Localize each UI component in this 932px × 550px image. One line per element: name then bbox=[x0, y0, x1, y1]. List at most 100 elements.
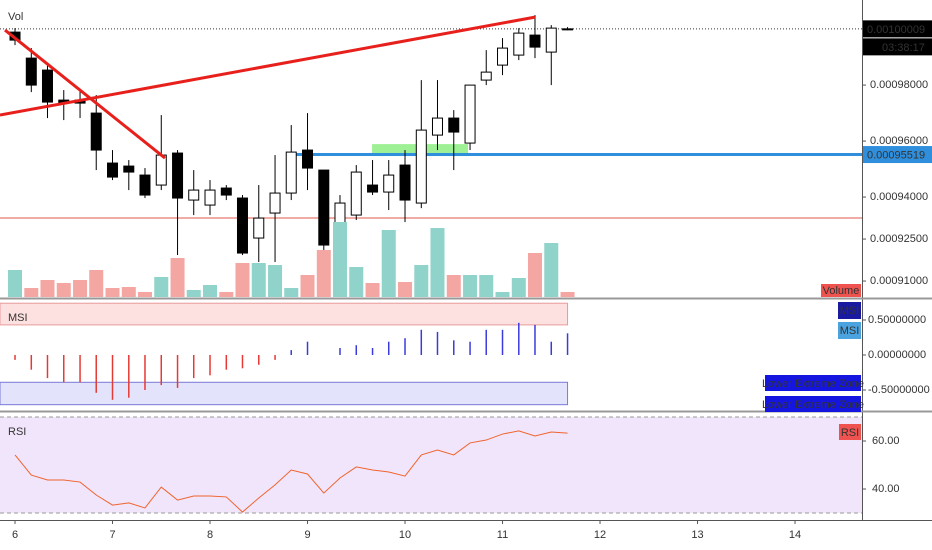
candle-body bbox=[464, 84, 476, 144]
x-tick-label: 8 bbox=[207, 529, 213, 541]
volume-bar bbox=[430, 228, 445, 297]
rsi-band bbox=[0, 417, 862, 514]
candle-body bbox=[269, 192, 281, 214]
candle-body bbox=[25, 57, 37, 86]
y-tick-label: 0.00096000 bbox=[870, 135, 928, 147]
trend-line bbox=[4, 28, 166, 160]
candle-body bbox=[90, 112, 102, 151]
volume-bar bbox=[398, 282, 413, 297]
volume-bar bbox=[268, 265, 283, 297]
volume-bar bbox=[24, 288, 39, 297]
volume-bar bbox=[186, 290, 201, 297]
volume-bar bbox=[544, 243, 559, 297]
volume-bar bbox=[121, 287, 136, 297]
volume-bar bbox=[349, 267, 364, 297]
y-tick-label: -0.50000000 bbox=[868, 384, 930, 396]
volume-bar bbox=[203, 285, 218, 297]
zone-label: Lower Extreme Zone bbox=[762, 399, 864, 411]
y-tick-label: 0.00098000 bbox=[870, 79, 928, 91]
legend-label: MSI bbox=[840, 305, 860, 317]
legend-label: RSI bbox=[841, 427, 859, 439]
volume-bar bbox=[463, 275, 478, 297]
legend-box bbox=[838, 302, 861, 319]
candle-body bbox=[41, 69, 53, 103]
volume-bar bbox=[8, 270, 23, 297]
legend-box bbox=[839, 424, 861, 440]
candle-body bbox=[220, 187, 232, 196]
candle-body bbox=[155, 154, 167, 186]
volume-bar bbox=[300, 275, 315, 297]
pane-label: RSI bbox=[8, 426, 26, 438]
volume-bar bbox=[40, 280, 55, 297]
candle-body bbox=[399, 164, 411, 201]
candle-body bbox=[285, 151, 297, 194]
volume-bar bbox=[446, 275, 461, 297]
candle-body bbox=[513, 32, 525, 56]
candle-body bbox=[188, 189, 200, 201]
volume-bar bbox=[170, 258, 185, 297]
candle-body bbox=[383, 174, 395, 193]
candle-body bbox=[139, 174, 151, 196]
candle-body bbox=[350, 171, 362, 216]
volume-bar bbox=[235, 263, 250, 297]
volume-bar bbox=[284, 288, 299, 297]
candle-body bbox=[9, 31, 21, 41]
candle-body bbox=[415, 129, 427, 204]
axis-label: 03:38:17 bbox=[882, 42, 925, 54]
candle-body bbox=[480, 71, 492, 81]
volume-bar bbox=[105, 288, 120, 297]
volume-bar bbox=[527, 253, 542, 297]
zone bbox=[0, 302, 569, 326]
candle-body bbox=[529, 34, 541, 48]
zone-label-box bbox=[765, 396, 861, 412]
candle-body bbox=[253, 217, 265, 239]
candle-body bbox=[302, 149, 314, 169]
x-tick-label: 13 bbox=[691, 529, 703, 541]
volume-bar bbox=[495, 292, 510, 297]
x-tick-label: 14 bbox=[789, 529, 801, 541]
candle-body bbox=[562, 28, 574, 31]
axis-label-box bbox=[863, 20, 932, 38]
rsi-line bbox=[14, 430, 568, 513]
legend-box bbox=[838, 322, 861, 339]
axis-label-box bbox=[863, 38, 932, 56]
y-tick-label: 0.00092500 bbox=[870, 233, 928, 245]
pane-label: MSI bbox=[8, 312, 28, 324]
x-tick-label: 9 bbox=[304, 529, 310, 541]
y-tick-label: 0.50000000 bbox=[868, 314, 926, 326]
volume-bar bbox=[365, 283, 380, 297]
zone-label: Lower Extreme Zone bbox=[762, 378, 864, 390]
axis-label: 0.00100009 bbox=[867, 24, 925, 36]
volume-bar bbox=[89, 270, 104, 297]
candle-body bbox=[318, 169, 330, 246]
axis-label: 0.00095519 bbox=[867, 149, 925, 161]
volume-bar bbox=[251, 263, 266, 297]
axis-label-box bbox=[863, 146, 932, 164]
candle-body bbox=[497, 47, 509, 66]
volume-bar bbox=[560, 292, 575, 297]
zone bbox=[0, 381, 569, 406]
candle-body bbox=[204, 189, 216, 206]
candle-body bbox=[172, 152, 184, 199]
volume-bar bbox=[219, 292, 234, 297]
volume-bar bbox=[511, 278, 526, 297]
x-tick-label: 12 bbox=[594, 529, 606, 541]
x-tick-label: 11 bbox=[497, 529, 508, 541]
volume-bar bbox=[56, 283, 71, 297]
candle-body bbox=[107, 162, 119, 178]
candle-body bbox=[236, 197, 248, 254]
zone-label-box bbox=[765, 375, 861, 391]
x-tick-label: 6 bbox=[12, 529, 18, 541]
pane-label: Vol bbox=[8, 11, 23, 23]
candle-body bbox=[431, 117, 443, 136]
y-tick-label: 0.00091000 bbox=[870, 275, 928, 287]
legend-label: MSI bbox=[840, 325, 860, 337]
y-tick-label: 60.00 bbox=[872, 435, 900, 447]
x-tick-label: 7 bbox=[109, 529, 115, 541]
x-tick-label: 10 bbox=[399, 529, 411, 541]
volume-bar bbox=[316, 250, 331, 297]
volume-bar bbox=[332, 222, 347, 297]
axis-label-box bbox=[821, 284, 861, 297]
candle-body bbox=[545, 27, 557, 53]
